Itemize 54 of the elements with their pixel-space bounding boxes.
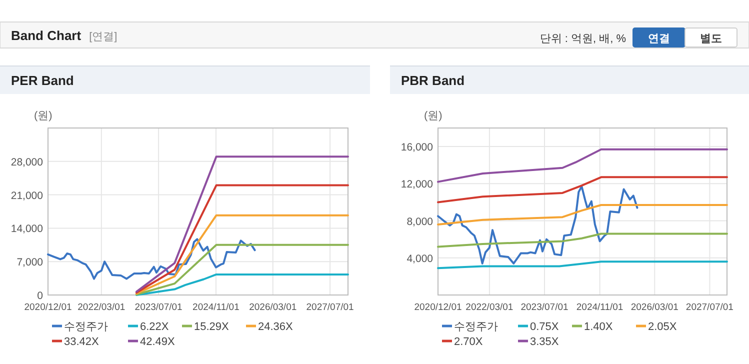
legend-item: 2.05X <box>636 321 677 333</box>
x-tick-label: 2027/07/01 <box>306 302 354 313</box>
x-tick-label: 2020/12/01 <box>414 302 462 313</box>
text: 연결 <box>648 33 670 45</box>
x-tick-label: 2023/07/01 <box>520 302 568 313</box>
y-tick-label: 4,000 <box>406 252 434 265</box>
y-tick-label: 21,000 <box>10 190 44 202</box>
legend-item: 수정주가 <box>52 321 108 333</box>
legend-item: 수정주가 <box>442 321 498 333</box>
legend-item: 33.42X <box>52 336 99 348</box>
x-tick-label: 2024/11/01 <box>192 302 240 313</box>
x-tick-label: 2023/07/01 <box>134 302 182 313</box>
legend-item: 2.70X <box>442 336 483 348</box>
y-tick-label: 0 <box>37 290 44 302</box>
legend-label: 3.35X <box>530 336 560 348</box>
text: 단위 : 억원, 배, % <box>540 33 626 45</box>
text: 별도 <box>700 33 722 45</box>
x-tick-label: 2026/03/01 <box>249 302 297 313</box>
legend-label: 2.70X <box>454 336 484 348</box>
x-tick-label: 2024/11/01 <box>576 302 624 313</box>
text: [연결] <box>89 31 118 43</box>
legend-item: 15.29X <box>182 321 229 333</box>
chart-title: PER Band <box>11 73 74 88</box>
x-tick-label: 2026/03/01 <box>630 302 678 313</box>
y-axis-title: (원) <box>424 110 442 122</box>
y-tick-label: 8,000 <box>406 216 434 228</box>
x-tick-label: 2022/03/01 <box>466 302 514 313</box>
y-tick-label: 7,000 <box>16 256 44 269</box>
legend-item: 6.22X <box>128 321 169 333</box>
y-tick-label: 12,000 <box>400 178 434 191</box>
legend-item: 1.40X <box>572 321 613 333</box>
legend-label: 15.29X <box>194 321 230 333</box>
y-axis-title: (원) <box>34 110 52 122</box>
legend-label: 6.22X <box>140 321 170 333</box>
y-tick-label: 14,000 <box>10 223 44 236</box>
chart-title: PBR Band <box>401 73 465 88</box>
legend-item: 42.49X <box>128 336 175 348</box>
x-tick-label: 2027/07/01 <box>686 302 734 313</box>
legend-label: 수정주가 <box>454 321 498 333</box>
legend-label: 0.75X <box>530 321 560 333</box>
legend-label: 24.36X <box>258 321 294 333</box>
x-tick-label: 2022/03/01 <box>78 302 126 313</box>
legend-label: 1.40X <box>584 321 614 333</box>
y-tick-label: 16,000 <box>400 142 434 154</box>
legend-item: 3.35X <box>518 336 559 348</box>
legend-label: 수정주가 <box>64 321 108 333</box>
legend-item: 0.75X <box>518 321 559 333</box>
legend-label: 42.49X <box>140 336 176 348</box>
legend-label: 33.42X <box>64 336 100 348</box>
text: Band Chart <box>11 28 82 43</box>
y-tick-label: 28,000 <box>10 156 44 168</box>
legend-label: 2.05X <box>648 321 678 333</box>
x-tick-label: 2020/12/01 <box>24 302 72 313</box>
legend-item: 24.36X <box>246 321 293 333</box>
